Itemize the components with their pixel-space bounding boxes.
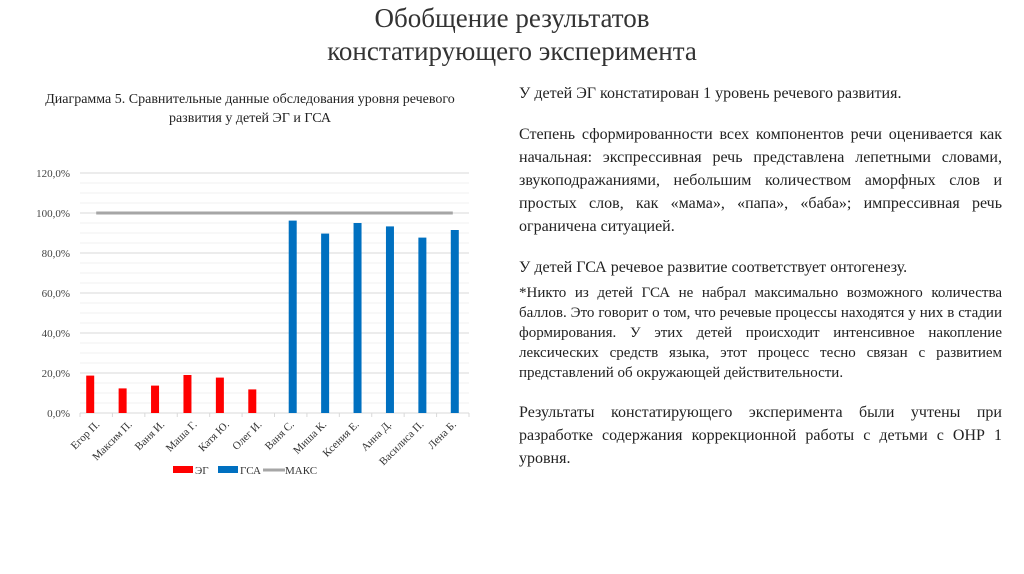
legend-label: ГСА <box>240 465 261 477</box>
bar-ГСА <box>288 220 297 413</box>
legend-swatch-ГСА <box>218 466 238 473</box>
y-tick-label: 80,0% <box>42 248 70 260</box>
x-tick-label: Лена Б. <box>426 418 459 451</box>
y-tick-label: 0,0% <box>47 408 70 420</box>
y-tick-label: 40,0% <box>42 328 70 340</box>
slide-text: У детей ЭГ констатирован 1 уровень речев… <box>519 82 1002 488</box>
x-tick-label: Катя Ю. <box>196 418 232 454</box>
bar-ЭГ <box>183 375 192 413</box>
y-tick-label: 60,0% <box>42 288 70 300</box>
bar-ГСА <box>418 237 427 413</box>
bar-ЭГ <box>118 388 127 413</box>
legend-label: ЭГ <box>195 465 209 477</box>
paragraph: У детей ГСА речевое развитие соответству… <box>519 259 908 276</box>
x-tick-label: Олег И. <box>230 418 264 452</box>
bar-chart: 0,0%20,0%40,0%60,0%80,0%100,0%120,0%Егор… <box>36 168 470 477</box>
bar-ЭГ <box>248 389 257 413</box>
x-tick-label: Ваня И. <box>133 418 168 453</box>
chart-title: Диаграмма 5. Сравнительные данные обслед… <box>45 92 455 126</box>
paragraph: Степень сформированности всех компоненто… <box>519 126 1002 235</box>
x-tick-label: Ксения Е. <box>321 418 362 459</box>
y-tick-label: 120,0% <box>36 168 70 180</box>
paragraph: У детей ЭГ констатирован 1 уровень речев… <box>519 85 902 102</box>
bar-ЭГ <box>215 377 224 413</box>
bar-ЭГ <box>86 375 95 413</box>
legend-label: МАКС <box>285 465 317 477</box>
y-tick-label: 100,0% <box>36 208 70 220</box>
bar-ЭГ <box>151 385 160 413</box>
y-tick-label: 20,0% <box>42 368 70 380</box>
paragraph: Результаты констатирующего эксперимента … <box>519 404 1002 467</box>
legend-swatch-ЭГ <box>173 466 193 473</box>
x-tick-label: Маша Г. <box>164 418 200 454</box>
slide-title: Обобщение результатов констатирующего эк… <box>327 3 697 66</box>
bar-ГСА <box>353 223 362 413</box>
bar-ГСА <box>450 230 459 413</box>
bar-ГСА <box>385 226 394 413</box>
paragraph: *Никто из детей ГСА не набрал максимальн… <box>519 285 1002 381</box>
bar-ГСА <box>321 233 330 413</box>
